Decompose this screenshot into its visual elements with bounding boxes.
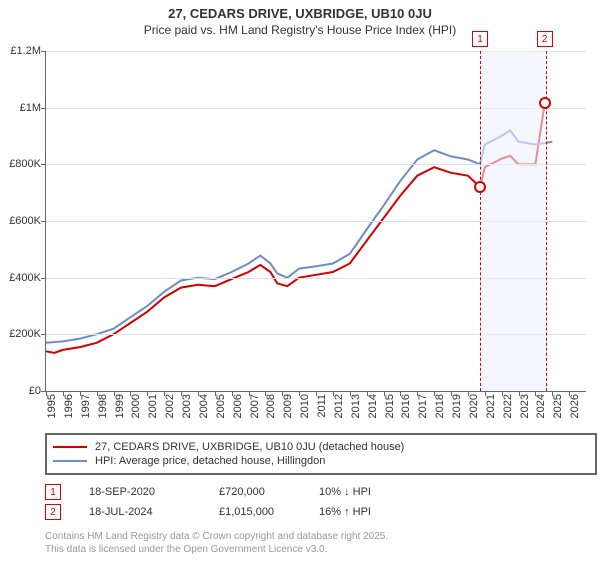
event-point-marker — [539, 97, 551, 109]
chart-series-line — [46, 130, 552, 342]
xtick-label: 2004 — [198, 394, 210, 418]
event-id-marker: 2 — [45, 504, 61, 520]
xtick-label: 2007 — [249, 394, 261, 418]
highlight-band — [480, 51, 547, 391]
attribution-line2: This data is licensed under the Open Gov… — [45, 543, 388, 556]
legend-label: HPI: Average price, detached house, Hill… — [95, 455, 325, 467]
xtick-label: 2019 — [451, 394, 463, 418]
ytick — [41, 334, 46, 335]
chart-plot-area: £0£200K£400K£600K£800K£1M£1.2M1995199619… — [45, 51, 586, 392]
xtick-label: 2003 — [181, 394, 193, 418]
xtick-label: 2012 — [333, 394, 345, 418]
ytick-label: £1M — [20, 102, 41, 114]
xtick-label: 2009 — [282, 394, 294, 418]
attribution-text: Contains HM Land Registry data © Crown c… — [45, 530, 388, 556]
xtick-label: 2013 — [350, 394, 362, 418]
chart-series-line — [46, 103, 545, 352]
legend-row: HPI: Average price, detached house, Hill… — [53, 455, 589, 467]
xtick-label: 2010 — [299, 394, 311, 418]
xtick-label: 2021 — [485, 394, 497, 418]
xtick-label: 2022 — [502, 394, 514, 418]
xtick-label: 2002 — [164, 394, 176, 418]
event-data-row: 2 18-JUL-2024£1,015,00016% ↑ HPI — [45, 504, 581, 520]
xtick-label: 2023 — [519, 394, 531, 418]
xtick-label: 2005 — [215, 394, 227, 418]
xtick-label: 1997 — [80, 394, 92, 418]
event-date: 18-SEP-2020 — [89, 486, 219, 498]
ytick-label: £400K — [9, 272, 41, 284]
legend-label: 27, CEDARS DRIVE, UXBRIDGE, UB10 0JU (de… — [95, 441, 404, 453]
event-price: £720,000 — [219, 486, 319, 498]
xtick-label: 2015 — [384, 394, 396, 418]
legend-row: 27, CEDARS DRIVE, UXBRIDGE, UB10 0JU (de… — [53, 441, 589, 453]
xtick-label: 2016 — [400, 394, 412, 418]
ytick — [41, 278, 46, 279]
event-date: 18-JUL-2024 — [89, 506, 219, 518]
event-point-marker — [474, 181, 486, 193]
event-pct: 16% ↑ HPI — [319, 506, 439, 518]
xtick-label: 2000 — [130, 394, 142, 418]
legend-swatch — [53, 460, 87, 462]
ytick-label: £200K — [9, 328, 41, 340]
ytick-label: £600K — [9, 215, 41, 227]
xtick-label: 2014 — [367, 394, 379, 418]
ytick — [41, 51, 46, 52]
xtick-label: 2026 — [569, 394, 581, 418]
xtick-label: 2025 — [552, 394, 564, 418]
ytick-label: £800K — [9, 158, 41, 170]
xtick-label: 1996 — [63, 394, 75, 418]
xtick-label: 2011 — [316, 394, 328, 418]
event-price: £1,015,000 — [219, 506, 319, 518]
xtick-label: 1999 — [114, 394, 126, 418]
xtick-label: 2018 — [434, 394, 446, 418]
ytick-label: £0 — [29, 385, 41, 397]
event-marker: 2 — [537, 31, 553, 47]
xtick-label: 2020 — [468, 394, 480, 418]
event-pct: 10% ↓ HPI — [319, 486, 439, 498]
event-id-marker: 1 — [45, 484, 61, 500]
xtick-label: 2001 — [147, 394, 159, 418]
xtick-label: 1995 — [46, 394, 58, 418]
xtick-label: 2024 — [535, 394, 547, 418]
ytick — [41, 108, 46, 109]
chart-subtitle: Price paid vs. HM Land Registry's House … — [0, 23, 600, 37]
event-marker: 1 — [472, 31, 488, 47]
chart-title: 27, CEDARS DRIVE, UXBRIDGE, UB10 0JU — [0, 6, 600, 21]
legend-box: 27, CEDARS DRIVE, UXBRIDGE, UB10 0JU (de… — [45, 433, 597, 475]
xtick-label: 2008 — [265, 394, 277, 418]
attribution-line1: Contains HM Land Registry data © Crown c… — [45, 530, 388, 543]
xtick-label: 2006 — [232, 394, 244, 418]
event-data-rows: 1 18-SEP-2020£720,00010% ↓ HPI 2 18-JUL-202… — [45, 480, 581, 524]
ytick-label: £1.2M — [10, 45, 41, 57]
xtick-label: 2017 — [417, 394, 429, 418]
ytick — [41, 164, 46, 165]
event-data-row: 1 18-SEP-2020£720,00010% ↓ HPI — [45, 484, 581, 500]
xtick-label: 1998 — [97, 394, 109, 418]
legend-swatch — [53, 446, 87, 448]
ytick — [41, 221, 46, 222]
